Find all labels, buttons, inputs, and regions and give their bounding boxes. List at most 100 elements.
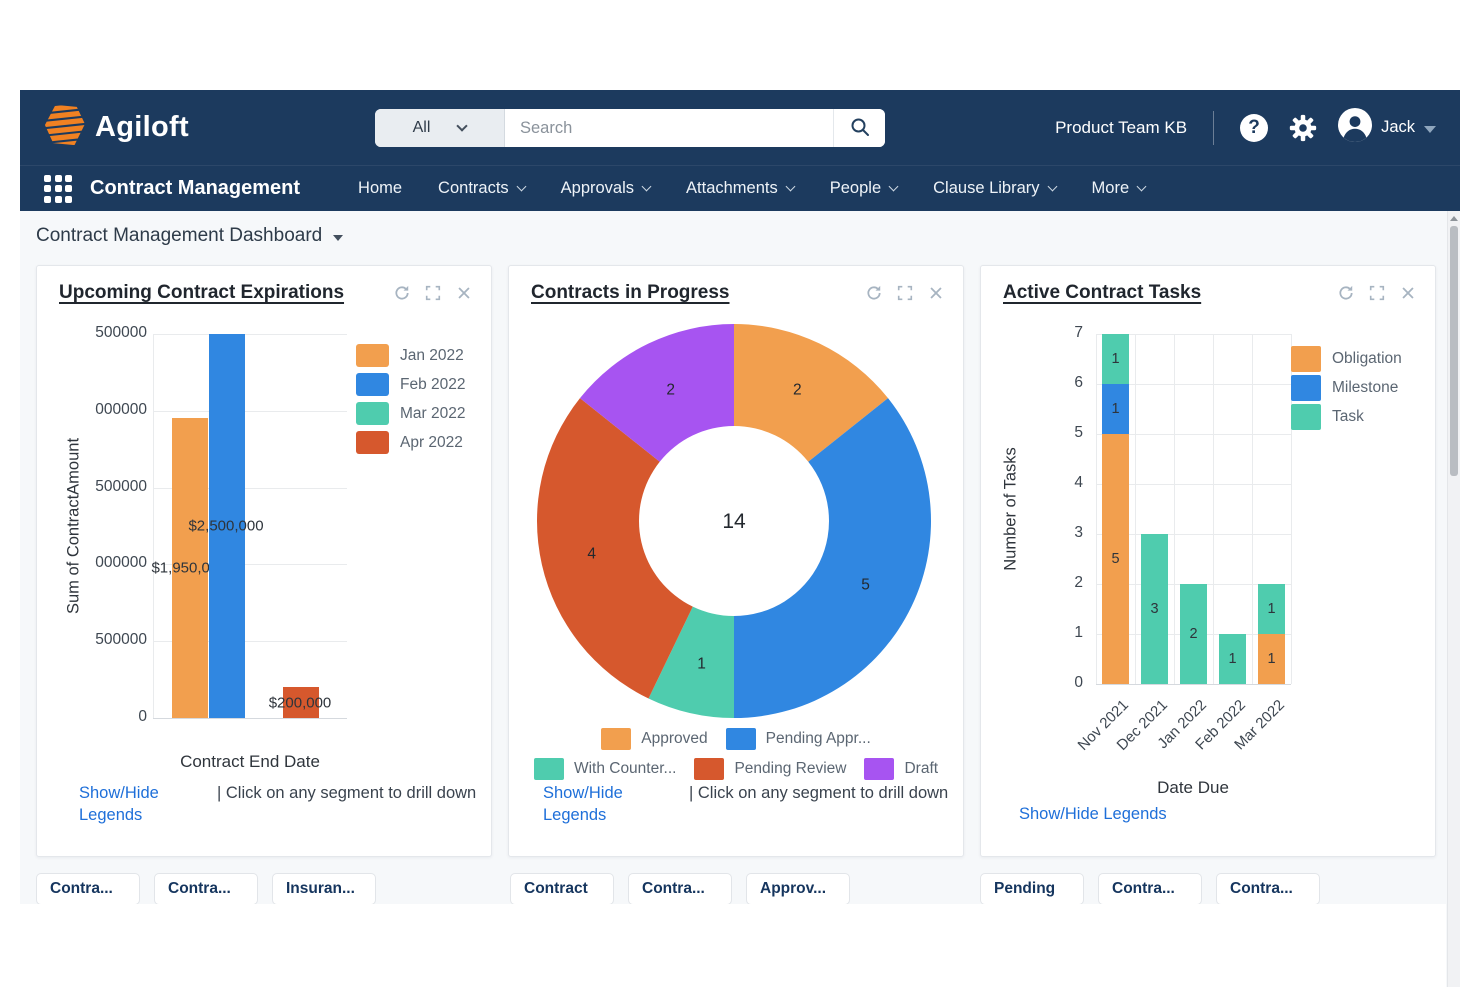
show-hide-legends-link[interactable]: Show/Hide Legends — [543, 784, 623, 824]
y-tick-label: 6 — [1074, 374, 1083, 391]
legend-item-mar-2022[interactable]: Mar 2022 — [356, 402, 466, 425]
legend-item-milestone[interactable]: Milestone — [1291, 375, 1402, 401]
y-tick-label: 500000 — [95, 477, 147, 495]
legend-item-feb-2022[interactable]: Feb 2022 — [356, 373, 466, 396]
legend-item-pending-appr-[interactable]: Pending Appr... — [725, 728, 871, 750]
donut-segment-pending-review[interactable] — [537, 398, 693, 699]
bar-segment-task[interactable] — [1258, 584, 1285, 634]
nav-item-attachments[interactable]: Attachments — [668, 166, 812, 212]
refresh-icon[interactable] — [865, 284, 883, 302]
chevron-down-icon — [456, 120, 469, 132]
legend-label: Jan 2022 — [400, 346, 464, 364]
nav-item-contracts[interactable]: Contracts — [420, 166, 543, 212]
legend-swatch — [864, 758, 895, 780]
scrollbar-up-arrow-icon[interactable] — [1450, 216, 1458, 221]
card-title: Contracts in Progress — [531, 282, 730, 303]
nav-item-clause-library[interactable]: Clause Library — [915, 166, 1073, 212]
legend-label: With Counter... — [573, 760, 677, 777]
legend-item-jan-2022[interactable]: Jan 2022 — [356, 344, 466, 367]
report-tab[interactable]: Contra... — [154, 873, 258, 905]
scrollbar-thumb[interactable] — [1450, 226, 1458, 476]
bar-apr-2022[interactable] — [282, 687, 319, 718]
nav-item-approvals[interactable]: Approvals — [543, 166, 668, 212]
refresh-icon[interactable] — [393, 284, 411, 302]
report-tab[interactable]: Contract — [510, 873, 614, 905]
legend-item-with-counter-[interactable]: With Counter... — [533, 758, 677, 780]
close-icon[interactable] — [455, 284, 473, 302]
donut-legend: Approved Pending Appr... With Counter... Pe… — [509, 728, 963, 780]
report-tab[interactable]: Contra... — [1216, 873, 1320, 905]
legend-item-approved[interactable]: Approved — [601, 728, 708, 750]
donut-segment-value: 4 — [587, 545, 596, 562]
legend-item-obligation[interactable]: Obligation — [1291, 346, 1402, 372]
search-button[interactable] — [833, 109, 885, 147]
bar-segment-milestone[interactable] — [1102, 384, 1129, 434]
report-tab[interactable]: Contra... — [36, 873, 140, 905]
bar-value-label: $2,500,000 — [188, 517, 264, 535]
search-scope-dropdown[interactable]: All — [375, 109, 505, 147]
legend-label: Feb 2022 — [400, 375, 466, 393]
bar-segment-obligation[interactable] — [1258, 634, 1285, 684]
expand-icon[interactable] — [896, 284, 914, 302]
settings-gear-icon[interactable] — [1289, 114, 1317, 142]
bar-segment-task[interactable] — [1102, 334, 1129, 384]
vgridline — [1135, 334, 1136, 684]
gridline — [1096, 534, 1291, 535]
legend-item-draft[interactable]: Draft — [864, 758, 938, 780]
help-icon[interactable]: ? — [1240, 113, 1269, 142]
legend-row: Approved Pending Appr... — [601, 728, 871, 750]
legend-item-task[interactable]: Task — [1291, 404, 1402, 430]
kb-name: Product Team KB — [1055, 117, 1188, 137]
y-tick-label: 0 — [1074, 674, 1083, 691]
tasks-chart-plot: 5 1 1 Nov 2021 3 Dec 2021 2 Jan 2022 1 Feb 2022 1 1… — [1074, 334, 1292, 754]
close-icon[interactable] — [927, 284, 945, 302]
nav-item-people[interactable]: People — [812, 166, 915, 212]
search-input[interactable] — [505, 109, 833, 147]
nav-item-more[interactable]: More — [1074, 166, 1164, 212]
card-title: Upcoming Contract Expirations — [59, 282, 345, 303]
donut-segment-pending-appr-[interactable] — [734, 398, 931, 718]
refresh-icon[interactable] — [1337, 284, 1355, 302]
report-tab[interactable]: Contra... — [1098, 873, 1202, 905]
nav-item-home[interactable]: Home — [340, 166, 420, 212]
show-hide-legends-link[interactable]: Show/Hide Legends — [1019, 805, 1167, 823]
bar-segment-task[interactable] — [1141, 534, 1168, 684]
show-hide-legends-link[interactable]: Show/Hide Legends — [79, 784, 159, 824]
donut-segment-draft[interactable] — [579, 324, 734, 462]
report-tab[interactable]: Pending — [980, 873, 1084, 905]
donut-segment-approved[interactable] — [734, 324, 889, 462]
chart-legend: Jan 2022 Feb 2022 Mar 2022 Apr 2022 — [356, 344, 466, 454]
bar-segment-task[interactable] — [1180, 584, 1207, 684]
expand-icon[interactable] — [424, 284, 442, 302]
report-tab[interactable]: Contra... — [628, 873, 732, 905]
bar-segment-obligation[interactable] — [1102, 434, 1129, 684]
donut-segment-with-counter-[interactable] — [648, 606, 734, 718]
legend-label: Draft — [904, 760, 939, 777]
bar-segment-value: 1 — [1267, 651, 1276, 667]
y-tick-label: 500000 — [95, 631, 147, 649]
y-tick-label: 0 — [138, 708, 147, 725]
card-header: Active Contract Tasks — [981, 266, 1435, 304]
apps-grid-icon[interactable] — [44, 174, 72, 203]
legend-swatch — [533, 758, 564, 780]
bar-segment-task[interactable] — [1219, 634, 1246, 684]
caret-down-icon — [333, 235, 344, 241]
user-menu[interactable]: Jack — [1338, 108, 1436, 147]
report-tabs-group: Contract Contra... Approv... — [510, 873, 850, 905]
vertical-scrollbar[interactable] — [1447, 211, 1460, 987]
x-axis-title: Contract End Date — [180, 752, 320, 771]
bar-jan-2022[interactable] — [171, 418, 208, 718]
dashboard-title-dropdown[interactable]: Contract Management Dashboard — [36, 211, 344, 261]
legend-item-pending-review[interactable]: Pending Review — [694, 758, 846, 780]
report-tabs-group: Contra... Contra... Insuran... — [36, 873, 376, 905]
close-icon[interactable] — [1399, 284, 1417, 302]
y-tick-label: 000000 — [95, 400, 147, 418]
report-tab[interactable]: Insuran... — [272, 873, 376, 905]
legend-label: Pending Review — [734, 760, 847, 777]
bar-feb-2022[interactable] — [208, 334, 245, 718]
legend-item-apr-2022[interactable]: Apr 2022 — [356, 431, 466, 454]
report-tab[interactable]: Approv... — [746, 873, 850, 905]
top-header: Agiloft All Product Team KB ? — [20, 90, 1460, 165]
expand-icon[interactable] — [1368, 284, 1386, 302]
gridline — [1096, 684, 1291, 685]
